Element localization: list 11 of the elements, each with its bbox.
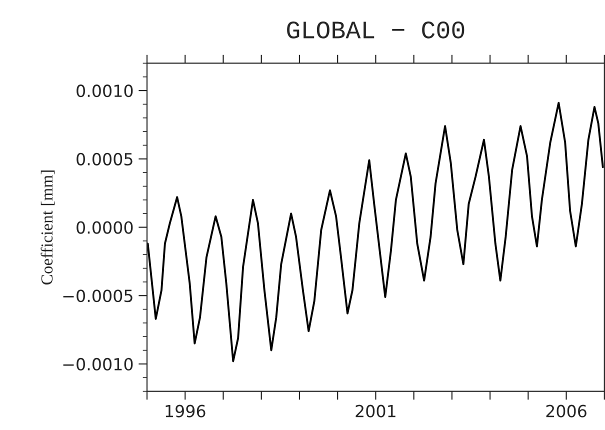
- x-tick-label: 1996: [166, 404, 206, 418]
- y-axis-title: Coefficient [mm]: [40, 170, 55, 285]
- y-tick-label: −0.0010: [63, 358, 133, 371]
- y-tick-label: 0.0010: [76, 84, 133, 98]
- y-tick-label: −0.0005: [63, 290, 132, 302]
- y-tick-label: 0.0005: [76, 152, 132, 166]
- chart-title: GLOBAL − C00: [287, 21, 464, 38]
- x-tick-label: 2001: [356, 404, 396, 418]
- y-tick-label: 0.0000: [76, 221, 133, 234]
- line-series: [147, 102, 604, 362]
- x-tick-label: 2006: [546, 404, 586, 418]
